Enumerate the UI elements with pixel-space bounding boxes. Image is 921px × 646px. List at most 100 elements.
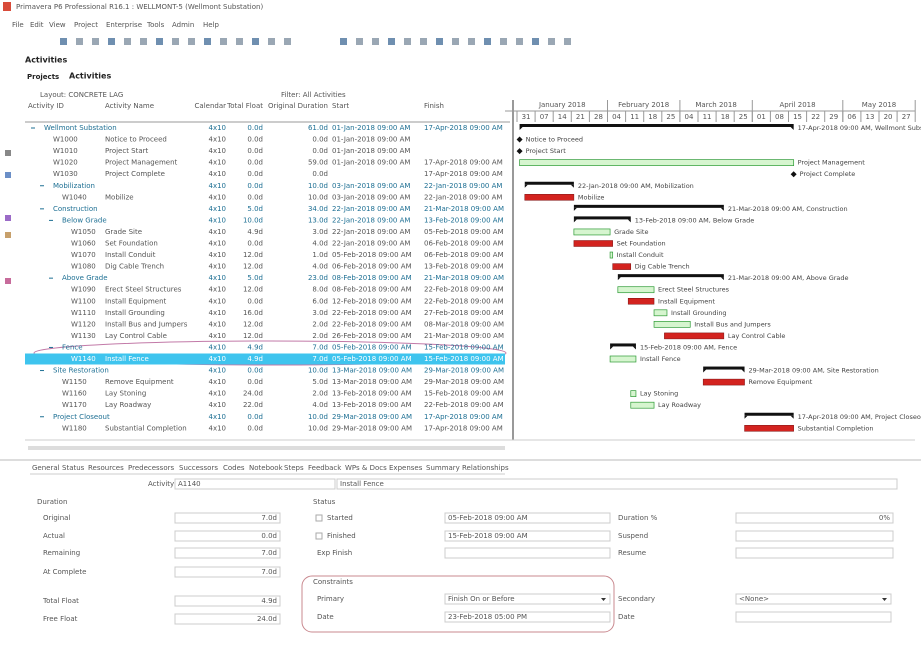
menu-item[interactable]: Help — [203, 21, 220, 29]
menu-item[interactable]: View — [49, 21, 66, 29]
detail-tab[interactable]: Summary — [426, 464, 460, 472]
summary-cap — [632, 346, 636, 350]
toolbar-icon[interactable] — [124, 38, 131, 45]
toolbar-icon[interactable] — [60, 38, 67, 45]
toolbar-icon[interactable] — [468, 38, 475, 45]
toolbar-icon[interactable] — [436, 38, 443, 45]
activity-id: W1000 — [53, 136, 78, 144]
toolbar-icon[interactable] — [268, 38, 275, 45]
tab[interactable]: Activities — [69, 72, 111, 81]
dropdown[interactable] — [735, 593, 892, 605]
input-box[interactable] — [174, 530, 281, 542]
input-box[interactable] — [735, 512, 894, 524]
start: 22-Jan-2018 09:00 AM — [332, 205, 410, 213]
activity-name: Remove Equipment — [105, 378, 174, 386]
input-box[interactable] — [174, 595, 281, 607]
summary-cap — [570, 184, 574, 188]
toolbar-icon[interactable] — [156, 38, 163, 45]
menu-item[interactable]: Project — [74, 21, 98, 29]
layout-label[interactable]: Layout: CONCRETE LAG — [40, 91, 123, 99]
checkbox[interactable] — [315, 532, 323, 540]
tab[interactable]: Projects — [27, 73, 59, 81]
detail-tab[interactable]: Codes — [223, 464, 245, 472]
start: 29-Mar-2018 09:00 AM — [332, 424, 412, 432]
sidebar-icon[interactable] — [5, 232, 11, 238]
sidebar-icon[interactable] — [5, 278, 11, 284]
input-box[interactable] — [735, 547, 894, 559]
detail-tab[interactable]: Relationships — [462, 464, 509, 472]
toolbar-icon[interactable] — [76, 38, 83, 45]
toolbar-icon[interactable] — [500, 38, 507, 45]
calendar: 4x10 — [208, 240, 226, 248]
detail-tab[interactable]: Steps — [284, 464, 304, 472]
input-box[interactable] — [444, 530, 611, 542]
input-box[interactable] — [174, 566, 281, 578]
input-box[interactable] — [444, 547, 611, 559]
input-box[interactable] — [336, 478, 898, 490]
finish: 15-Feb-2018 09:00 AM — [424, 390, 504, 398]
sidebar-icon[interactable] — [5, 150, 11, 156]
detail-tab[interactable]: Predecessors — [128, 464, 174, 472]
dropdown[interactable] — [444, 593, 611, 605]
detail-tab[interactable]: Resources — [88, 464, 124, 472]
toolbar-icon[interactable] — [564, 38, 571, 45]
toolbar-icon[interactable] — [220, 38, 227, 45]
column-header[interactable]: Total Float — [226, 102, 263, 110]
input-box[interactable] — [735, 530, 894, 542]
toolbar-icon[interactable] — [172, 38, 179, 45]
sidebar-icon[interactable] — [5, 215, 11, 221]
input-box[interactable] — [174, 478, 336, 490]
detail-tab[interactable]: Expenses — [389, 464, 423, 472]
detail-tab[interactable]: Status — [62, 464, 85, 472]
input-box[interactable] — [444, 512, 611, 524]
column-header[interactable]: Start — [332, 102, 349, 110]
toolbar-icon[interactable] — [188, 38, 195, 45]
toolbar-icon[interactable] — [252, 38, 259, 45]
toolbar-icon[interactable] — [548, 38, 555, 45]
detail-tab[interactable]: Feedback — [308, 464, 342, 472]
input-box[interactable] — [174, 547, 281, 559]
checkbox[interactable] — [315, 514, 323, 522]
toolbar-icon[interactable] — [372, 38, 379, 45]
toolbar-icon[interactable] — [140, 38, 147, 45]
toolbar-icon[interactable] — [92, 38, 99, 45]
menu-item[interactable]: Admin — [172, 21, 194, 29]
detail-tab[interactable]: General — [32, 464, 60, 472]
menu-item[interactable]: Edit — [30, 21, 44, 29]
input-box[interactable] — [444, 611, 611, 623]
toolbar-icon[interactable] — [108, 38, 115, 45]
detail-tab[interactable]: Successors — [179, 464, 218, 472]
toolbar-icon[interactable] — [420, 38, 427, 45]
column-header[interactable]: Activity ID — [28, 102, 64, 110]
toolbar-icon[interactable] — [484, 38, 491, 45]
summary-cap — [617, 277, 621, 281]
input-box[interactable] — [735, 611, 892, 623]
toolbar-icon[interactable] — [452, 38, 459, 45]
toolbar-icon[interactable] — [340, 38, 347, 45]
menu-item[interactable]: Enterprise — [106, 21, 142, 29]
column-header[interactable]: Finish — [424, 102, 444, 110]
menu-item[interactable]: Tools — [146, 21, 165, 29]
field-label: Primary — [317, 595, 344, 603]
detail-tab[interactable]: WPs & Docs — [345, 464, 387, 472]
detail-tab[interactable]: Notebook — [249, 464, 284, 472]
filter-label[interactable]: Filter: All Activities — [281, 91, 346, 99]
toolbar-icon[interactable] — [356, 38, 363, 45]
column-header[interactable]: Original Duration — [268, 102, 328, 110]
sidebar-icon[interactable] — [5, 172, 11, 178]
column-header[interactable]: Activity Name — [105, 102, 154, 110]
field-label: Activity — [148, 480, 174, 488]
critical-bar — [612, 263, 632, 270]
toolbar-icon[interactable] — [404, 38, 411, 45]
toolbar-icon[interactable] — [532, 38, 539, 45]
menu-item[interactable]: File — [12, 21, 24, 29]
toolbar-icon[interactable] — [236, 38, 243, 45]
finish: 29-Mar-2018 09:00 AM — [424, 367, 504, 375]
column-header[interactable]: Calendar — [195, 102, 227, 110]
toolbar-icon[interactable] — [516, 38, 523, 45]
toolbar-icon[interactable] — [284, 38, 291, 45]
input-box[interactable] — [174, 512, 281, 524]
toolbar-icon[interactable] — [204, 38, 211, 45]
input-box[interactable] — [174, 613, 281, 625]
toolbar-icon[interactable] — [388, 38, 395, 45]
